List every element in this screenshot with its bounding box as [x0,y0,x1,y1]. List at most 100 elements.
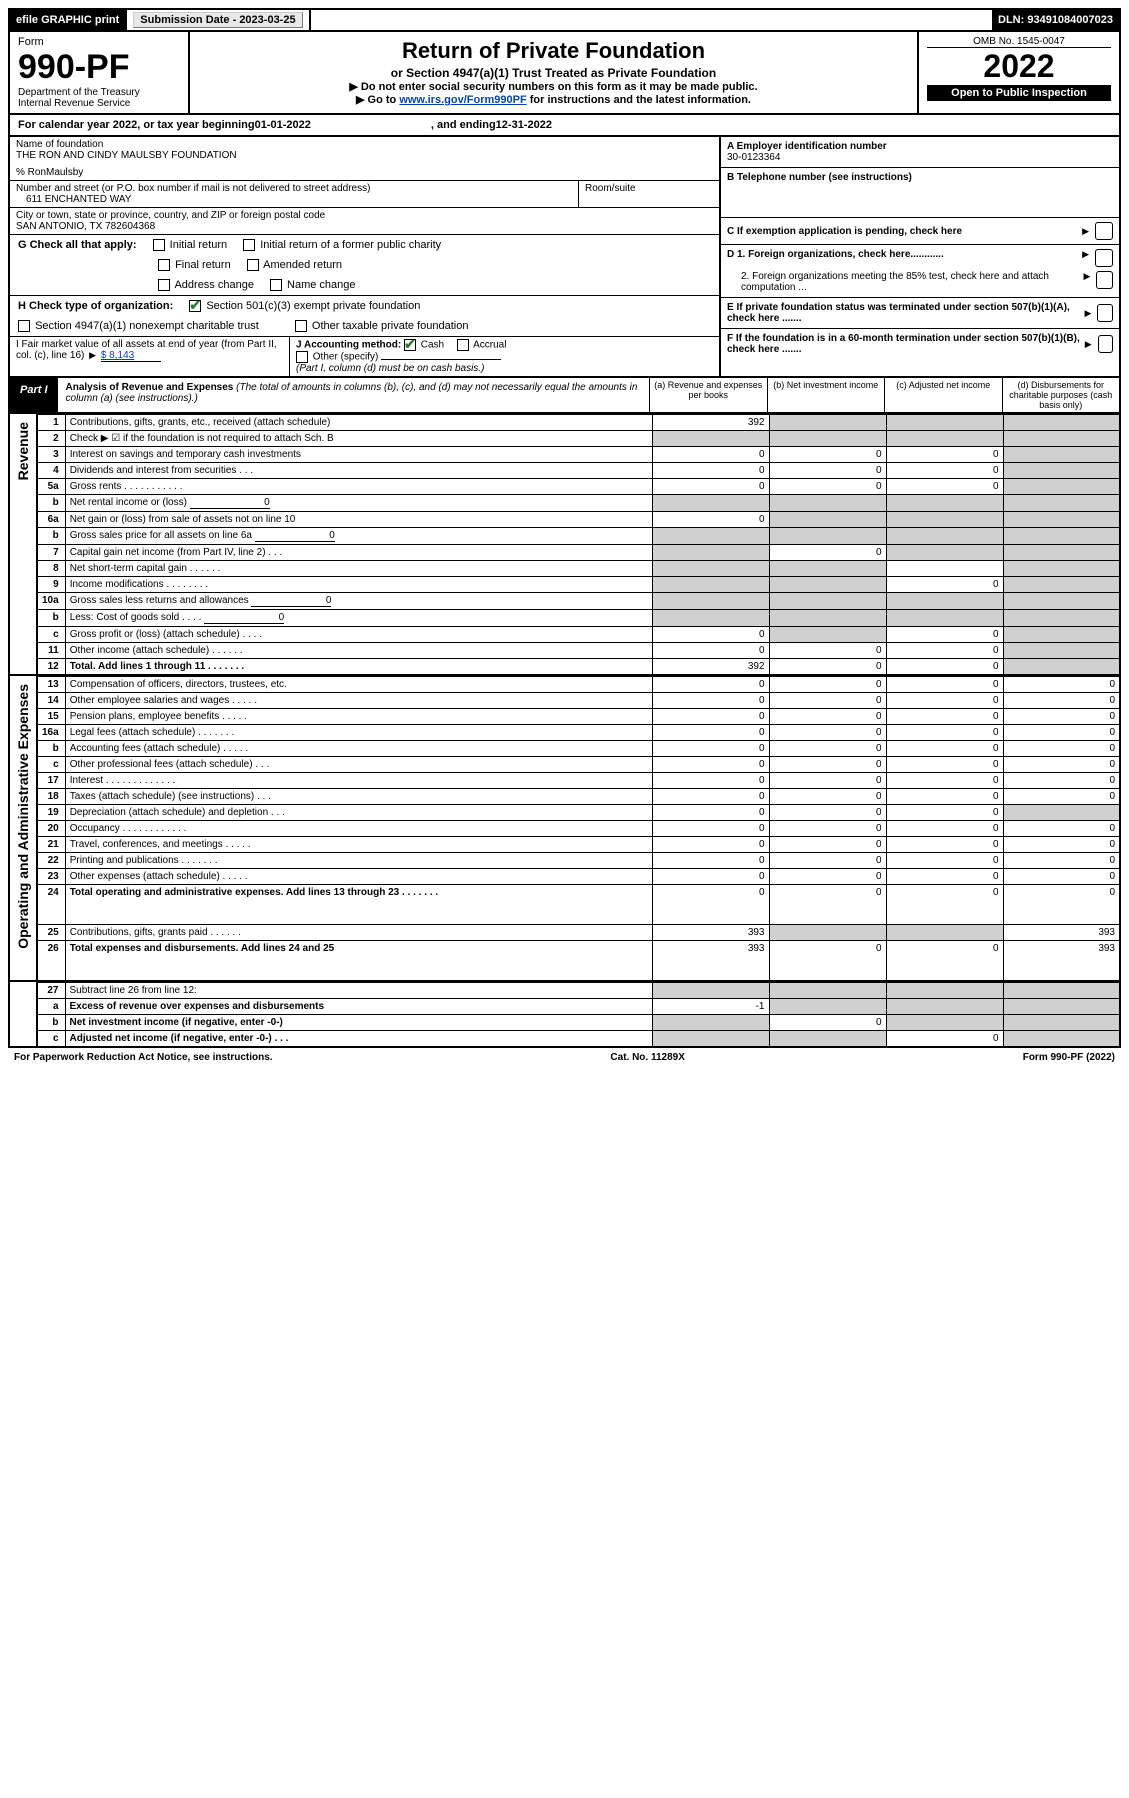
f-cell: F If the foundation is in a 60-month ter… [721,329,1119,359]
cell-b: 0 [769,821,886,837]
cell-d [1003,561,1120,577]
cell-a [652,561,769,577]
cell-b: 0 [769,789,886,805]
name-cell: Name of foundation THE RON AND CINDY MAU… [10,137,719,181]
line-desc: Other employee salaries and wages . . . … [65,693,652,709]
cell-c: 0 [886,643,1003,659]
cell-a: 0 [652,853,769,869]
table-row: 10aGross sales less returns and allowanc… [37,593,1120,610]
cell-c: 0 [886,627,1003,643]
line-desc: Gross sales price for all assets on line… [65,528,652,545]
cell-d: 0 [1003,741,1120,757]
form-number: 990-PF [18,48,180,87]
part1-columns: (a) Revenue and expenses per books (b) N… [649,378,1119,412]
checkbox-address[interactable] [158,279,170,291]
cell-d: 0 [1003,869,1120,885]
cell-b [769,1030,886,1047]
cell-a: 0 [652,757,769,773]
cell-d: 0 [1003,885,1120,925]
cell-b [769,627,886,643]
line-desc: Net investment income (if negative, ente… [65,1014,652,1030]
e-cell: E If private foundation status was termi… [721,298,1119,329]
cell-b: 0 [769,725,886,741]
cell-c [886,431,1003,447]
table-row: 1Contributions, gifts, grants, etc., rec… [37,415,1120,431]
table-row: 21Travel, conferences, and meetings . . … [37,837,1120,853]
form-label: Form [18,36,180,48]
begin-date: 01-01-2022 [255,119,311,131]
cell-d: 0 [1003,789,1120,805]
checkbox-former[interactable] [243,239,255,251]
cell-c: 0 [886,853,1003,869]
line-number: 1 [37,415,65,431]
line-desc: Income modifications . . . . . . . . [65,577,652,593]
line-number: 26 [37,941,65,981]
cell-b [769,431,886,447]
line-desc: Gross profit or (loss) (attach schedule)… [65,627,652,643]
cell-c: 0 [886,725,1003,741]
line-number: b [37,528,65,545]
cell-b: 0 [769,1014,886,1030]
table-row: 8Net short-term capital gain . . . . . . [37,561,1120,577]
checkbox-d2[interactable] [1096,271,1113,289]
line-number: 24 [37,885,65,925]
line-number: b [37,741,65,757]
footer-left: For Paperwork Reduction Act Notice, see … [14,1052,273,1063]
line-number: 16a [37,725,65,741]
checkbox-initial[interactable] [153,239,165,251]
cell-b: 0 [769,941,886,981]
line-number: 7 [37,545,65,561]
cell-b [769,512,886,528]
bottom-table: 27Subtract line 26 from line 12:aExcess … [36,982,1121,1048]
form-subtitle: or Section 4947(a)(1) Trust Treated as P… [198,66,909,80]
checkbox-d1[interactable] [1095,249,1113,267]
cell-d: 0 [1003,693,1120,709]
cell-b [769,982,886,998]
checkbox-name[interactable] [270,279,282,291]
table-row: 25Contributions, gifts, grants paid . . … [37,925,1120,941]
line-desc: Occupancy . . . . . . . . . . . . [65,821,652,837]
cell-d: 0 [1003,837,1120,853]
cell-a: 392 [652,415,769,431]
cell-c [886,561,1003,577]
cell-b: 0 [769,773,886,789]
line-number: b [37,495,65,512]
checkbox-f[interactable] [1098,335,1113,353]
checkbox-accrual[interactable] [457,339,469,351]
cell-a: 0 [652,479,769,495]
fmv-link[interactable]: $ 8,143 [101,350,161,362]
dept: Department of the Treasury [18,87,180,98]
table-row: 6aNet gain or (loss) from sale of assets… [37,512,1120,528]
line-desc: Legal fees (attach schedule) . . . . . .… [65,725,652,741]
tax-year: 2022 [927,48,1111,85]
checkbox-amended[interactable] [247,259,259,271]
ij-row: I Fair market value of all assets at end… [10,337,719,376]
checkbox-c[interactable] [1095,222,1113,240]
checkbox-e[interactable] [1097,304,1113,322]
cell-b [769,528,886,545]
irs: Internal Revenue Service [18,98,180,109]
cell-a [652,610,769,627]
cell-d: 0 [1003,821,1120,837]
cell-d [1003,1030,1120,1047]
cell-b: 0 [769,447,886,463]
line-desc: Contributions, gifts, grants, etc., rece… [65,415,652,431]
line-number: 9 [37,577,65,593]
line-desc: Accounting fees (attach schedule) . . . … [65,741,652,757]
checkbox-final[interactable] [158,259,170,271]
table-row: 19Depreciation (attach schedule) and dep… [37,805,1120,821]
cell-c [886,593,1003,610]
checkbox-501c3[interactable] [189,300,201,312]
checkbox-cash[interactable] [404,339,416,351]
form-link[interactable]: www.irs.gov/Form990PF [399,94,526,106]
line-number: c [37,627,65,643]
cell-b [769,593,886,610]
checkbox-4947[interactable] [18,320,30,332]
table-row: 13Compensation of officers, directors, t… [37,677,1120,693]
table-row: cAdjusted net income (if negative, enter… [37,1030,1120,1047]
line-number: 13 [37,677,65,693]
checkbox-other-tax[interactable] [295,320,307,332]
cell-c [886,512,1003,528]
cell-a: 0 [652,885,769,925]
checkbox-other-acct[interactable] [296,351,308,363]
